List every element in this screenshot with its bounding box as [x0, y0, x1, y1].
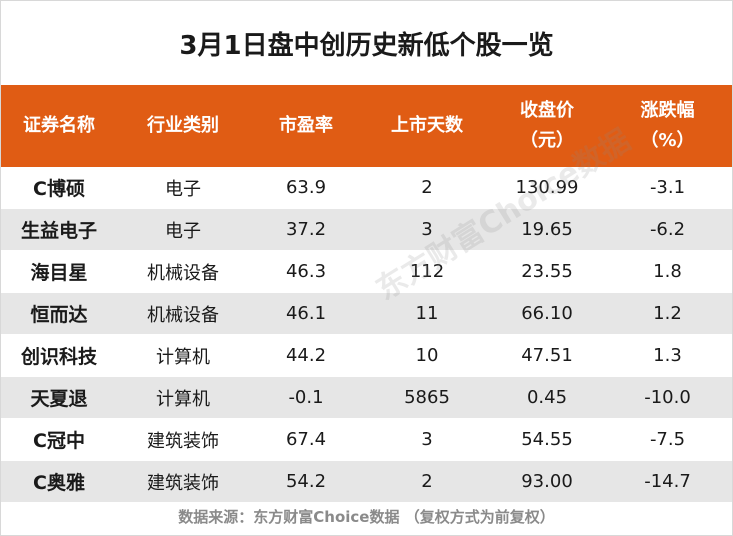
cell-days: 2 — [421, 471, 433, 492]
table-body: C博硕 电子 63.9 2 130.99 -3.1 生益电子 电子 37.2 3… — [1, 167, 732, 503]
cell-industry: 电子 — [165, 220, 201, 242]
cell-name: 生益电子 — [20, 220, 97, 242]
header-pe: 市盈率 — [249, 85, 363, 167]
table-row: 海目星 机械设备 46.3 112 23.55 1.8 — [1, 251, 732, 293]
header-close-label: 收盘价 — [520, 100, 574, 121]
header-change-label: 涨跌幅 — [640, 100, 695, 121]
header-name: 证券名称 — [1, 85, 117, 167]
cell-close: 54.55 — [521, 429, 573, 450]
table-row: C奥雅 建筑装饰 54.2 2 93.00 -14.7 — [1, 461, 732, 503]
source-footer: 数据来源：东方财富Choice数据 （复权方式为前复权） — [178, 507, 555, 526]
table-row: 生益电子 电子 37.2 3 19.65 -6.2 — [1, 209, 732, 251]
cell-change: 1.2 — [653, 303, 682, 324]
cell-change: -14.7 — [644, 471, 691, 492]
cell-close: 47.51 — [521, 345, 573, 366]
cell-industry: 建筑装饰 — [147, 472, 219, 494]
cell-change: -10.0 — [644, 387, 691, 408]
header-close: 收盘价 （元） — [491, 85, 603, 167]
header-industry: 行业类别 — [117, 85, 249, 167]
page-title: 3月1日盘中创历史新低个股一览 — [179, 30, 554, 61]
table-row: 天夏退 计算机 -0.1 5865 0.45 -10.0 — [1, 377, 732, 419]
header-change: 涨跌幅 （%） — [603, 85, 732, 167]
cell-days: 2 — [421, 177, 433, 198]
cell-close: 130.99 — [515, 177, 579, 198]
cell-pe: -0.1 — [288, 387, 324, 408]
cell-pe: 46.3 — [285, 261, 327, 282]
cell-close: 66.10 — [521, 303, 573, 324]
header-close-unit: （元） — [520, 130, 574, 151]
cell-pe: 37.2 — [285, 219, 327, 240]
cell-name: C奥雅 — [33, 472, 85, 494]
header-days-label: 上市天数 — [391, 115, 463, 136]
cell-close: 0.45 — [526, 387, 568, 408]
table-row: C冠中 建筑装饰 67.4 3 54.55 -7.5 — [1, 419, 732, 461]
cell-pe: 44.2 — [285, 345, 327, 366]
cell-industry: 建筑装饰 — [147, 430, 219, 452]
cell-change: 1.3 — [653, 345, 682, 366]
cell-name: C冠中 — [33, 430, 85, 452]
cell-pe: 63.9 — [285, 177, 327, 198]
table-row: 恒而达 机械设备 46.1 11 66.10 1.2 — [1, 293, 732, 335]
cell-name: C博硕 — [33, 178, 85, 200]
cell-name: 创识科技 — [20, 346, 97, 368]
cell-pe: 54.2 — [285, 471, 327, 492]
cell-days: 112 — [409, 261, 445, 282]
header-change-unit: （%） — [640, 130, 695, 151]
header-name-label: 证券名称 — [23, 115, 95, 136]
cell-days: 3 — [421, 219, 433, 240]
cell-pe: 46.1 — [285, 303, 327, 324]
cell-industry: 机械设备 — [147, 304, 219, 326]
table-row: C博硕 电子 63.9 2 130.99 -3.1 — [1, 167, 732, 209]
header-industry-label: 行业类别 — [147, 115, 219, 136]
cell-industry: 电子 — [165, 178, 201, 200]
cell-change: -3.1 — [649, 177, 686, 198]
cell-close: 93.00 — [521, 471, 573, 492]
header-pe-label: 市盈率 — [279, 115, 333, 136]
cell-days: 11 — [415, 303, 439, 324]
cell-pe: 67.4 — [285, 429, 327, 450]
cell-days: 3 — [421, 429, 433, 450]
cell-industry: 机械设备 — [147, 262, 219, 284]
table-row: 创识科技 计算机 44.2 10 47.51 1.3 — [1, 335, 732, 377]
cell-name: 海目星 — [30, 262, 88, 284]
cell-close: 23.55 — [521, 261, 573, 282]
header-days: 上市天数 — [363, 85, 491, 167]
cell-change: -7.5 — [649, 429, 686, 450]
cell-change: -6.2 — [649, 219, 686, 240]
cell-days: 5865 — [404, 387, 450, 408]
cell-name: 恒而达 — [30, 304, 88, 326]
cell-close: 19.65 — [521, 219, 573, 240]
table-header: 证券名称 行业类别 市盈率 上市天数 收盘价 （元） 涨跌幅 （%） — [1, 85, 732, 167]
cell-industry: 计算机 — [156, 346, 210, 368]
cell-days: 10 — [415, 345, 439, 366]
cell-change: 1.8 — [653, 261, 682, 282]
cell-industry: 计算机 — [156, 388, 210, 410]
cell-name: 天夏退 — [30, 388, 88, 410]
